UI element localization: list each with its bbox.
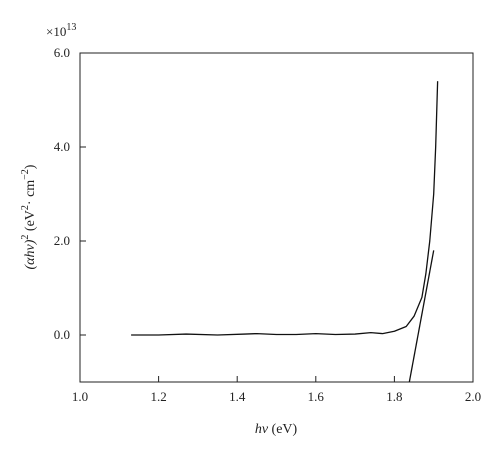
y-tick-label: 6.0	[54, 45, 70, 60]
plot-frame	[79, 52, 474, 383]
y-tick-label: 2.0	[54, 233, 70, 248]
series-layer	[131, 81, 439, 383]
data-curve	[131, 81, 439, 336]
x-tick-label: 1.2	[150, 389, 166, 404]
x-axis: 1.0 1.2 1.4 1.6 1.8 2.0	[72, 376, 481, 404]
y-multiplier-label: ×1013	[46, 22, 76, 39]
y-axis: 0.0 2.0 4.0 6.0	[54, 45, 86, 342]
x-axis-title: hν (eV)	[255, 422, 298, 437]
x-tick-label: 1.8	[386, 389, 402, 404]
y-tick-label: 4.0	[54, 139, 70, 154]
x-tick-label: 2.0	[465, 389, 481, 404]
x-tick-label: 1.6	[308, 389, 325, 404]
y-axis-title: (αhν)2 (eV2· cm−2)	[20, 164, 38, 269]
x-tick-label: 1.0	[72, 389, 88, 404]
linear-fit-line	[408, 250, 435, 383]
x-tick-label: 1.4	[229, 389, 246, 404]
y-tick-label: 0.0	[54, 327, 70, 342]
